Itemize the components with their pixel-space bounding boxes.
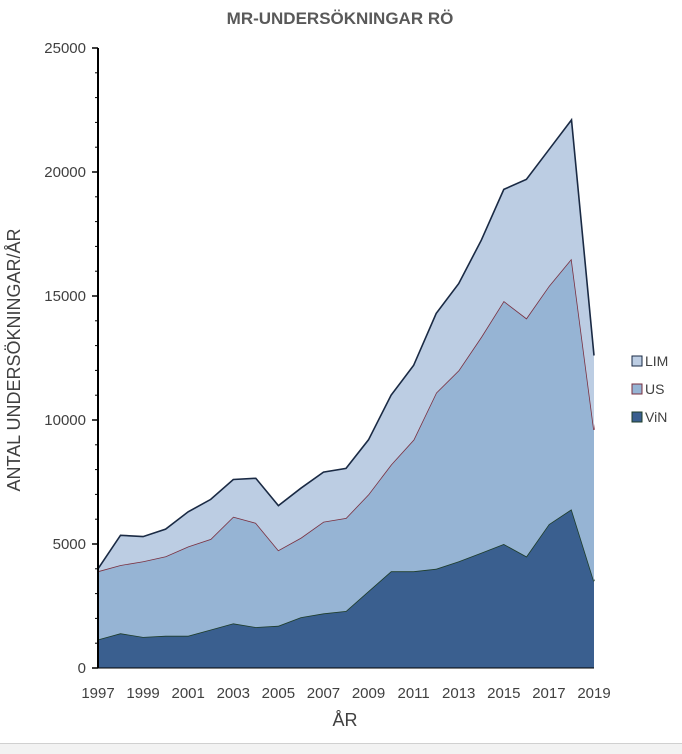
x-tick-label: 2015 (487, 685, 520, 702)
area-lim (98, 119, 594, 572)
x-tick-label: 2005 (262, 685, 295, 702)
y-tick-labels: 0 5000 10000 15000 20000 25000 (44, 40, 86, 677)
x-tick-label: 2019 (577, 685, 610, 702)
legend-swatch-lim (631, 355, 643, 367)
x-tick-label: 2011 (398, 685, 430, 702)
x-tick-label: 2017 (532, 685, 565, 702)
x-tick-labels: 1997 1999 2001 2003 2005 2007 2009 2011 2013 2015… (81, 685, 610, 702)
chart-title: MR-UNDERSÖKNINGAR RÖ (227, 9, 454, 28)
y-tick-label: 15000 (44, 288, 86, 305)
legend-swatch-vin (631, 411, 643, 423)
x-tick-label: 2007 (307, 685, 340, 702)
x-tick-label: 1997 (81, 685, 114, 702)
y-tick-label: 10000 (44, 412, 86, 429)
area-vin (98, 509, 594, 668)
area-edge-lim (97, 117, 595, 570)
legend-swatch-us (631, 383, 643, 395)
x-tick-label: 2003 (217, 685, 250, 702)
plot-areas (97, 117, 595, 668)
x-tick-label: 2001 (171, 685, 204, 702)
x-tick-label: 1999 (126, 685, 159, 702)
y-tick-label: 25000 (44, 40, 86, 57)
legend-label-lim: LIM (645, 353, 668, 369)
bottom-strip (0, 743, 682, 754)
y-tick-label: 5000 (53, 536, 86, 553)
legend: LIM US ViN (631, 353, 668, 425)
x-tick-label: 2013 (442, 685, 475, 702)
axes (92, 47, 594, 669)
y-tick-label: 20000 (44, 164, 86, 181)
y-tick-label: 0 (78, 660, 86, 677)
x-axis-label: ÅR (332, 710, 357, 730)
y-axis-label: ANTAL UNDERSÖKNINGAR/ÅR (4, 228, 24, 491)
x-tick-label: 2009 (352, 685, 385, 702)
legend-label-vin: ViN (645, 409, 667, 425)
legend-label-us: US (645, 381, 664, 397)
